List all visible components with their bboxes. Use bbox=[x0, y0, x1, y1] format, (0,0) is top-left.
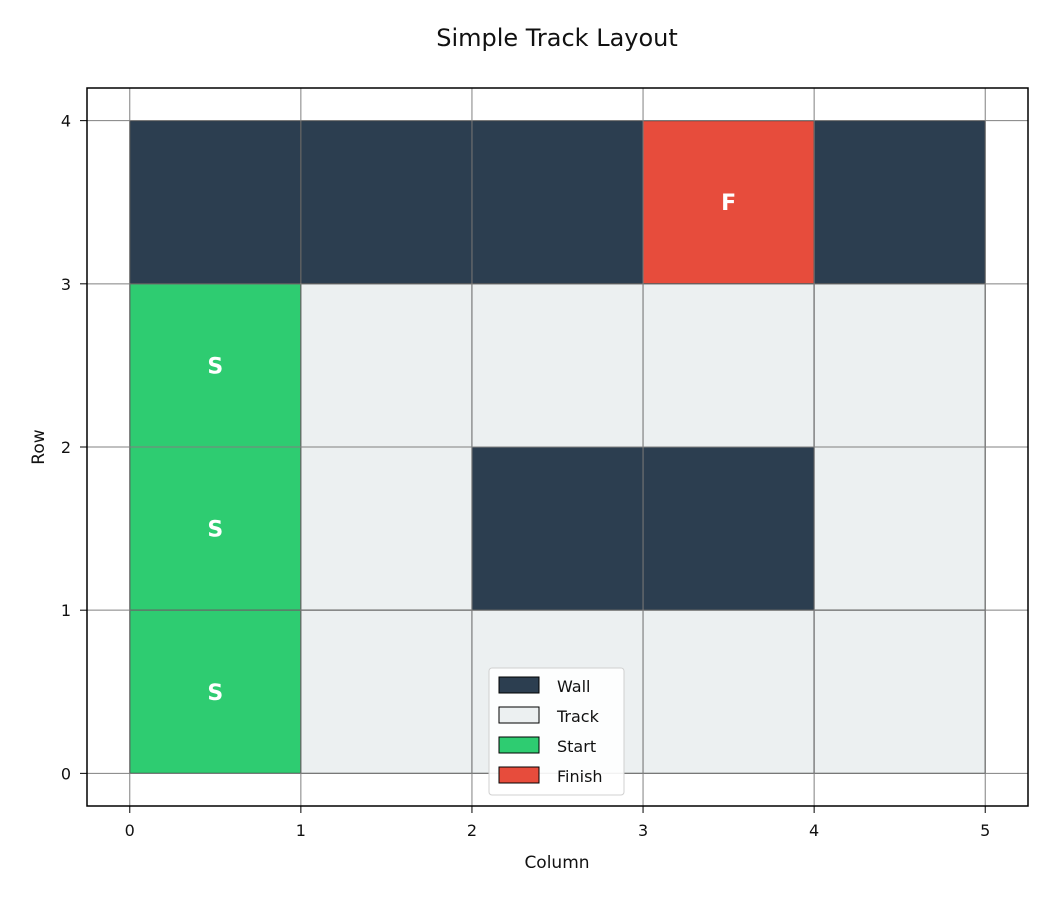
y-tick-label: 1 bbox=[61, 601, 71, 620]
cell-finish bbox=[642, 120, 815, 285]
legend-box bbox=[488, 667, 625, 796]
x-tick-label: 0 bbox=[125, 821, 135, 840]
y-tick-label: 4 bbox=[61, 112, 71, 131]
legend-swatch-finish bbox=[498, 766, 540, 784]
x-tick-label: 5 bbox=[980, 821, 990, 840]
legend-label-wall: Wall bbox=[557, 677, 591, 696]
x-tick-label: 3 bbox=[638, 821, 648, 840]
cell-track bbox=[813, 609, 986, 774]
x-axis-label: Column bbox=[524, 853, 589, 873]
cell-track bbox=[471, 283, 644, 448]
legend-swatch-start bbox=[498, 736, 540, 754]
cell-track bbox=[642, 283, 815, 448]
legend-swatch-wall bbox=[498, 676, 540, 694]
x-tick-label: 4 bbox=[809, 821, 819, 840]
cell-label-start: S bbox=[207, 354, 223, 379]
cell-wall bbox=[471, 446, 644, 611]
legend-label-start: Start bbox=[557, 737, 596, 756]
cell-track bbox=[813, 446, 986, 611]
cell-label-start: S bbox=[207, 681, 223, 706]
x-tick-label: 2 bbox=[467, 821, 477, 840]
cell-track bbox=[300, 283, 473, 448]
x-tick-label: 1 bbox=[296, 821, 306, 840]
cell-start bbox=[129, 283, 302, 448]
cell-wall bbox=[642, 446, 815, 611]
plot-area: F S S S 0 1 2 3 4 5 0 1 2 3 4 Wall Track Start Finish bbox=[61, 87, 1029, 840]
cell-track bbox=[300, 609, 473, 774]
cell-wall bbox=[813, 120, 986, 285]
legend-label-finish: Finish bbox=[557, 767, 603, 786]
cell-track bbox=[300, 446, 473, 611]
cell-wall bbox=[300, 120, 473, 285]
legend-swatch-track bbox=[498, 706, 540, 724]
cell-label-start: S bbox=[207, 518, 223, 543]
chart-title: Simple Track Layout bbox=[436, 24, 678, 52]
y-tick-label: 2 bbox=[61, 438, 71, 457]
y-axis-label: Row bbox=[29, 429, 49, 464]
y-tick-label: 0 bbox=[61, 764, 71, 783]
cell-track bbox=[813, 283, 986, 448]
legend: Wall Track Start Finish bbox=[488, 667, 625, 796]
cell-wall bbox=[129, 120, 302, 285]
y-tick-label: 3 bbox=[61, 275, 71, 294]
cell-start bbox=[129, 609, 302, 774]
grid-lines bbox=[87, 88, 1028, 806]
cell-wall bbox=[471, 120, 644, 285]
legend-label-track: Track bbox=[556, 707, 600, 726]
cell-label-finish: F bbox=[721, 191, 736, 216]
cell-track bbox=[642, 609, 815, 774]
